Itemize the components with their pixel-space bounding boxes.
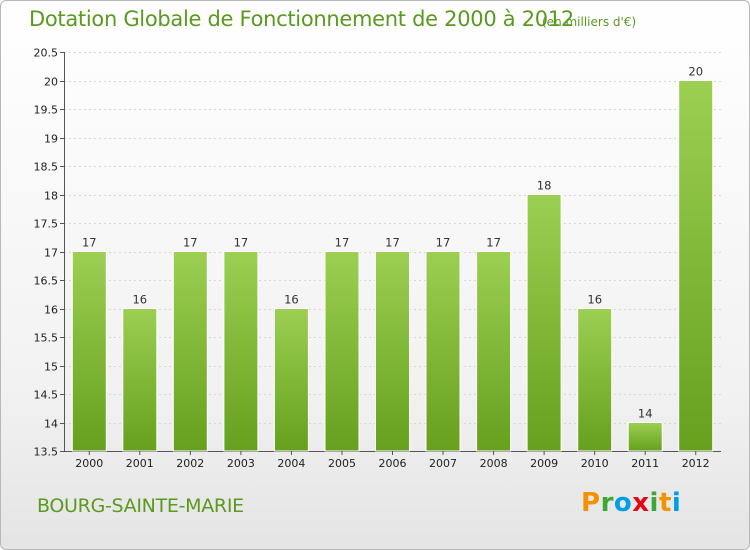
y-tick-label: 20.5 bbox=[34, 47, 59, 60]
x-tick-label: 2003 bbox=[227, 457, 255, 470]
x-tick-label: 2001 bbox=[126, 457, 154, 470]
x-tick-label: 2009 bbox=[530, 457, 558, 470]
logo-letter: x bbox=[632, 488, 650, 518]
y-tick-label: 16 bbox=[44, 304, 58, 317]
bar bbox=[678, 80, 714, 452]
x-tick-label: 2002 bbox=[176, 457, 204, 470]
y-tick-label: 13.5 bbox=[34, 446, 59, 459]
bar-value-label: 16 bbox=[132, 293, 147, 307]
bar-value-label: 14 bbox=[638, 407, 653, 421]
bar-value-label: 17 bbox=[335, 236, 350, 250]
chart-subtitle: (en milliers d'€) bbox=[542, 15, 637, 29]
x-tick-label: 2006 bbox=[379, 457, 407, 470]
bar-value-label: 17 bbox=[234, 236, 249, 250]
y-tick-label: 18.5 bbox=[34, 161, 59, 174]
bar-value-label: 20 bbox=[688, 65, 703, 79]
logo-letter: t bbox=[658, 488, 672, 518]
bar bbox=[627, 422, 663, 452]
bar bbox=[375, 251, 410, 452]
bar bbox=[172, 251, 208, 452]
bar-value-label: 17 bbox=[486, 236, 501, 250]
logo-letter: o bbox=[613, 488, 633, 518]
bar bbox=[577, 308, 613, 452]
bar bbox=[324, 251, 360, 452]
bar-value-label: 17 bbox=[436, 236, 451, 250]
bar-value-label: 17 bbox=[385, 236, 400, 250]
x-axis-tick-labels: 2000 2001 2002 2003 2004 2005 2006 2007 2008 2009… bbox=[75, 451, 710, 470]
logo-letter: i bbox=[649, 488, 659, 518]
x-tick-label: 2008 bbox=[480, 457, 508, 470]
y-tick-label: 18 bbox=[44, 190, 58, 203]
bar bbox=[476, 251, 512, 452]
bar-value-label: 16 bbox=[284, 293, 299, 307]
x-tick-label: 2010 bbox=[581, 457, 609, 470]
bar bbox=[223, 251, 259, 452]
x-tick-label: 2012 bbox=[682, 457, 710, 470]
y-tick-label: 14.5 bbox=[34, 389, 59, 402]
y-tick-label: 19.5 bbox=[34, 104, 59, 117]
proxiti-logo[interactable]: Proxiti bbox=[581, 488, 681, 518]
x-tick-label: 2011 bbox=[631, 457, 659, 470]
logo-letter: i bbox=[671, 488, 682, 518]
y-tick-label: 20 bbox=[44, 76, 58, 89]
y-tick-label: 14 bbox=[44, 418, 58, 431]
logo-letter: r bbox=[600, 488, 614, 518]
bar-value-label: 17 bbox=[183, 236, 198, 250]
x-tick-label: 2004 bbox=[277, 457, 305, 470]
y-tick-label: 17.5 bbox=[34, 218, 59, 231]
y-tick-label: 15.5 bbox=[34, 332, 59, 345]
commune-name: BOURG-SAINTE-MARIE bbox=[37, 495, 244, 517]
bar bbox=[122, 308, 158, 452]
bar bbox=[526, 194, 562, 452]
chart-title: Dotation Globale de Fonctionnement de 20… bbox=[29, 7, 574, 31]
bar-value-label: 16 bbox=[587, 293, 602, 307]
bar-value-label: 17 bbox=[82, 236, 97, 250]
x-tick-label: 2007 bbox=[429, 457, 457, 470]
x-tick-label: 2000 bbox=[75, 457, 103, 470]
bar bbox=[425, 251, 461, 452]
bar bbox=[273, 308, 309, 452]
bar bbox=[71, 251, 107, 452]
y-tick-label: 19 bbox=[44, 133, 58, 146]
bar-value-label: 18 bbox=[537, 179, 552, 193]
y-tick-label: 15 bbox=[44, 361, 58, 374]
bar-value-labels: 17 16 17 17 16 17 17 17 17 18 16 14 20 bbox=[82, 65, 703, 421]
logo-letter: P bbox=[581, 488, 601, 518]
x-tick-label: 2005 bbox=[328, 457, 356, 470]
y-tick-label: 17 bbox=[44, 247, 58, 260]
y-tick-label: 16.5 bbox=[34, 275, 59, 288]
bars bbox=[71, 80, 714, 452]
